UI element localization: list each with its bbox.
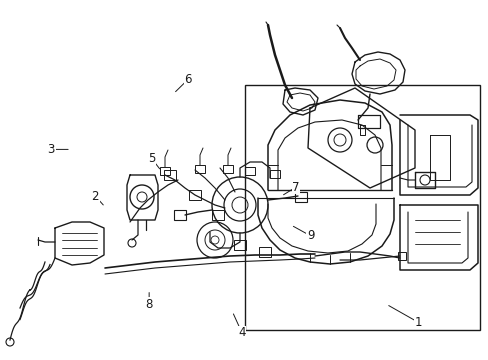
- Bar: [269, 170, 280, 178]
- Text: 8: 8: [145, 298, 153, 311]
- Text: 3: 3: [47, 143, 55, 156]
- Bar: [244, 85, 479, 330]
- Bar: [195, 165, 204, 173]
- Bar: [234, 240, 245, 250]
- Text: 9: 9: [306, 229, 314, 242]
- Text: 4: 4: [238, 327, 245, 339]
- Text: 6: 6: [184, 73, 192, 86]
- Text: 5: 5: [147, 152, 155, 165]
- Bar: [294, 192, 306, 202]
- Bar: [163, 170, 176, 180]
- Bar: [174, 210, 185, 220]
- Text: 7: 7: [291, 181, 299, 194]
- Text: 2: 2: [91, 190, 99, 203]
- Bar: [259, 247, 270, 257]
- Bar: [223, 165, 232, 173]
- Bar: [212, 210, 224, 220]
- Bar: [244, 167, 254, 175]
- Bar: [397, 252, 405, 260]
- Bar: [189, 190, 201, 200]
- Bar: [160, 167, 170, 175]
- Text: 1: 1: [413, 316, 421, 329]
